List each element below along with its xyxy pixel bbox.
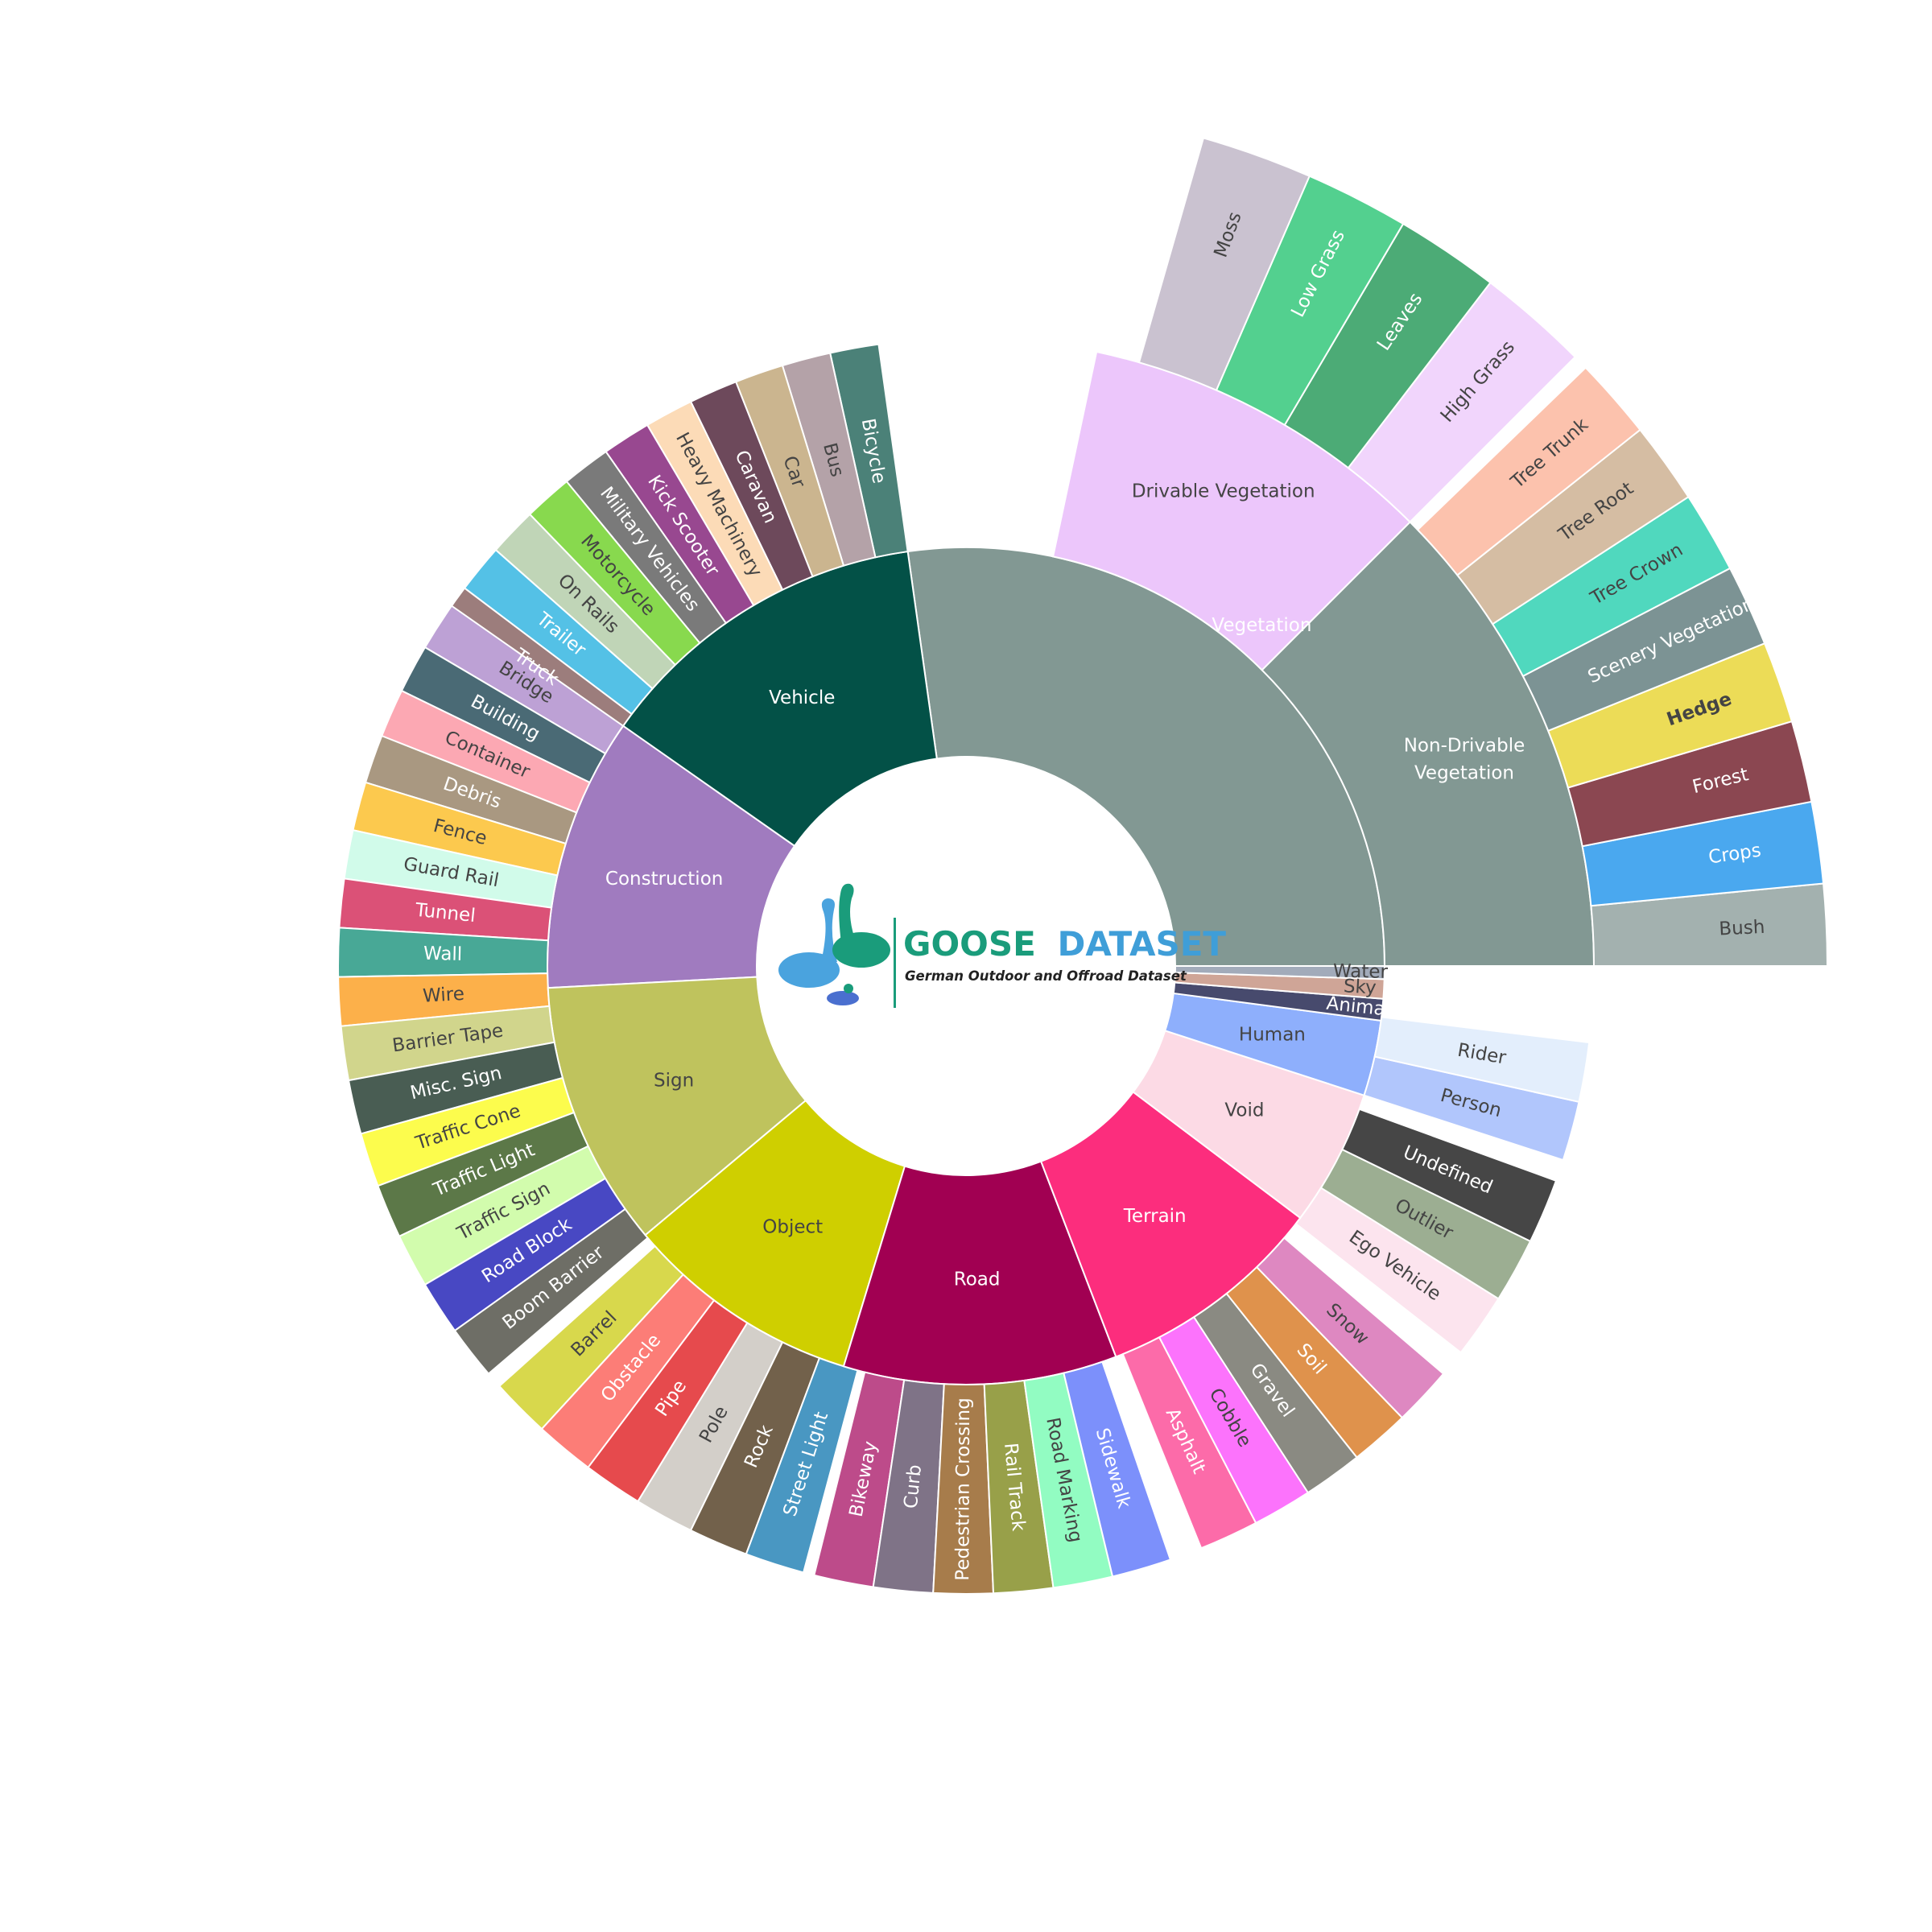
label-bush: Bush [1719,917,1765,940]
svg-text:GOOSE DATASET: GOOSE DATASET [903,924,1226,964]
label-void: Void [1224,1100,1264,1121]
segment-tree-trunk[interactable] [1416,366,1641,576]
label-vegetation: Vegetation [1212,615,1311,636]
label-pedestrian-crossing: Pedestrian Crossing [952,1397,974,1581]
label-sky: Sky [1343,976,1377,998]
label-construction: Construction [605,869,723,890]
label-drivable-vegetation: Drivable Vegetation [1132,481,1315,502]
label-wall: Wall [423,943,463,965]
segment-water[interactable] [1174,965,1386,980]
label-water: Water [1333,961,1389,983]
label-terrain: Terrain [1123,1206,1187,1227]
segment-snow[interactable] [1255,1236,1445,1419]
label-object: Object [762,1217,823,1238]
segment-undefined[interactable] [1341,1108,1558,1243]
label-vehicle: Vehicle [769,687,835,708]
logo-divider [894,918,896,1008]
dataset-logo: GOOSE DATASET German Outdoor and Offroad… [778,883,1226,1008]
label-line: Vegetation [1414,762,1514,783]
segment-sidewalk[interactable] [1063,1360,1172,1578]
logo-subtitle: German Outdoor and Offroad Dataset [905,968,1187,984]
label-line: Non-Drivable [1404,735,1525,756]
logo-title-dataset: DATASET [1057,924,1226,964]
label-wire: Wire [422,984,464,1007]
label-curb: Curb [901,1463,926,1509]
goose-icon [778,883,890,1005]
label-non-drivable-vegetation: Non-Drivable Vegetation [1404,735,1525,783]
label-human: Human [1239,1025,1306,1046]
chart-segments [337,137,1829,1595]
segment-moss[interactable] [1137,137,1311,392]
logo-title-goose: GOOSE [903,924,1036,964]
label-road: Road [954,1269,1001,1290]
label-sign: Sign [654,1070,694,1091]
